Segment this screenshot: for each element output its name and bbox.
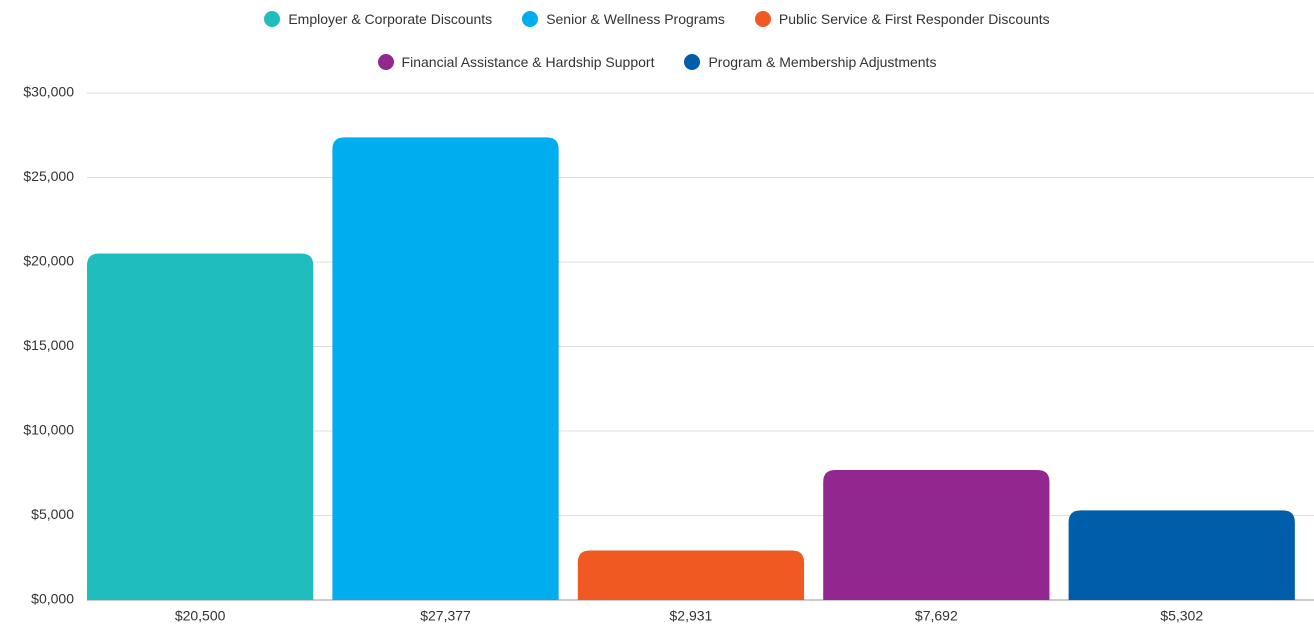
legend-swatch (754, 11, 771, 27)
value-label: $5,302 (1160, 608, 1203, 624)
y-tick-label: $5,000 (31, 506, 74, 522)
y-tick-label: $10,000 (23, 422, 74, 438)
legend-swatch (377, 54, 394, 70)
legend-item: Senior & Wellness Programs (522, 11, 725, 27)
bar (87, 253, 314, 601)
legend-swatch (264, 11, 281, 27)
value-label: $20,500 (175, 608, 226, 624)
legend-swatch (522, 11, 539, 27)
legend-row: Employer & Corporate Discounts Senior & W… (0, 8, 1314, 30)
legend-item: Public Service & First Responder Discoun… (754, 11, 1050, 27)
legend-row: Financial Assistance & Hardship Support P… (0, 51, 1314, 73)
bar (1068, 510, 1295, 600)
legend-label: Program & Membership Adjustments (708, 54, 937, 70)
legend-item: Employer & Corporate Discounts (264, 11, 492, 27)
legend-item: Program & Membership Adjustments (684, 54, 936, 70)
legend-label: Employer & Corporate Discounts (288, 11, 493, 27)
y-tick-label: $30,000 (23, 84, 74, 100)
legend-label: Senior & Wellness Programs (546, 11, 725, 27)
bar (577, 550, 805, 600)
y-tick-label: $20,000 (23, 253, 74, 269)
y-tick-label: $0,000 (31, 591, 74, 607)
bar (823, 470, 1050, 600)
bar (332, 137, 559, 600)
legend-label: Financial Assistance & Hardship Support (401, 54, 655, 70)
value-label: $2,931 (670, 608, 713, 624)
legend: Employer & Corporate Discounts Senior & W… (0, 0, 1314, 73)
value-label: $7,692 (915, 608, 958, 624)
legend-label: Public Service & First Responder Discoun… (778, 11, 1050, 27)
legend-item: Financial Assistance & Hardship Support (377, 54, 655, 70)
legend-swatch (684, 54, 701, 70)
y-tick-label: $15,000 (23, 337, 74, 353)
y-tick-label: $25,000 (23, 168, 74, 184)
value-label: $27,377 (420, 608, 471, 624)
